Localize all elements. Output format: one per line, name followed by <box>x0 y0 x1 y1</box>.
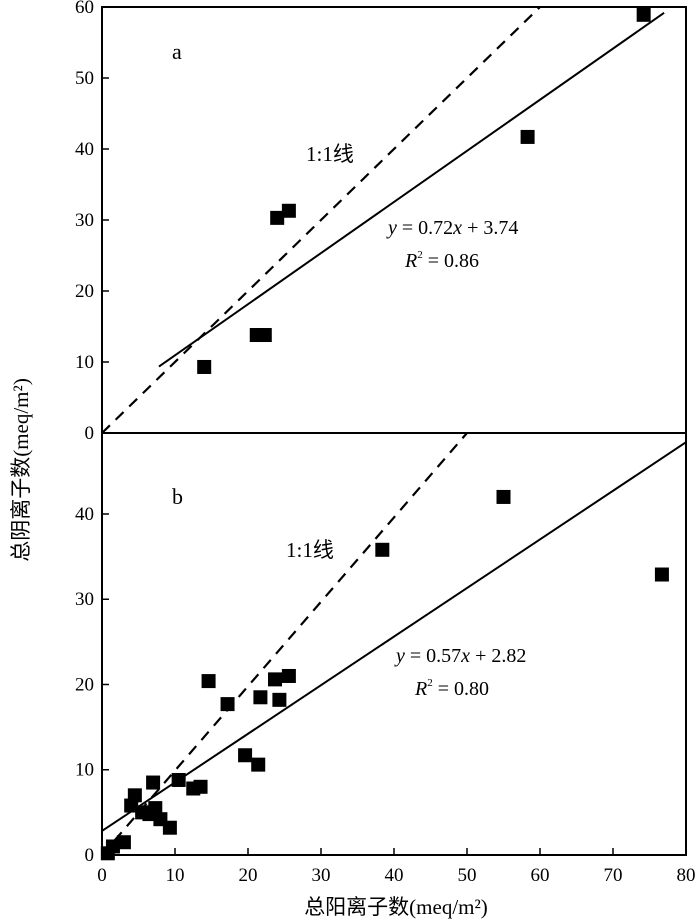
panel-a-fit-line <box>158 12 665 368</box>
data-point <box>281 203 296 218</box>
panel-b-r-squared: R2 = 0.80 <box>414 677 489 700</box>
y-tick-label: 30 <box>75 210 94 231</box>
panel-b-label: b <box>172 484 183 509</box>
panel-a-one-to-one-line <box>101 6 541 434</box>
data-point <box>146 775 161 790</box>
data-point <box>257 328 272 343</box>
panel-b-y-ticks: 0 10 20 30 40 <box>75 504 109 866</box>
x-tick-label: 30 <box>312 865 331 886</box>
x-tick-label: 80 <box>677 865 696 886</box>
data-point <box>105 839 120 854</box>
data-point <box>162 820 177 835</box>
panel-a-points <box>197 7 651 374</box>
panel-b-equation: y = 0.57x + 2.82 <box>394 645 526 667</box>
data-point <box>251 757 266 772</box>
data-point <box>197 359 212 374</box>
data-point <box>375 542 390 557</box>
x-tick-label: 60 <box>531 865 550 886</box>
y-tick-label: 10 <box>75 352 94 373</box>
panel-a-label: a <box>172 39 182 64</box>
y-tick-label: 0 <box>85 845 95 866</box>
y-tick-label: 50 <box>75 68 94 89</box>
data-point <box>127 788 142 803</box>
x-tick-label: 50 <box>458 865 477 886</box>
y-tick-label: 40 <box>75 139 94 160</box>
y-tick-label: 30 <box>75 589 94 610</box>
panel-b: 0 10 20 30 40 0 10 20 30 40 50 60 70 80 b 1:1线 y = 0… <box>75 432 696 886</box>
panel-a-y-ticks: 0 10 20 30 40 50 60 <box>75 0 109 444</box>
data-point <box>496 489 511 504</box>
data-point <box>193 779 208 794</box>
panel-b-x-ticks: 0 10 20 30 40 50 60 70 80 <box>97 848 696 886</box>
x-tick-label: 40 <box>385 865 404 886</box>
y-tick-label: 60 <box>75 0 94 18</box>
panel-b-points <box>100 489 669 861</box>
data-point <box>268 672 283 687</box>
panel-b-fit-line <box>101 441 687 832</box>
x-tick-label: 70 <box>604 865 623 886</box>
data-point <box>272 692 287 707</box>
data-point <box>520 129 535 144</box>
data-point <box>654 567 669 582</box>
y-tick-label: 20 <box>75 674 94 695</box>
data-point <box>238 748 253 763</box>
x-tick-label: 10 <box>166 865 185 886</box>
data-point <box>116 835 131 850</box>
x-tick-label: 0 <box>97 865 107 886</box>
data-point <box>636 7 651 22</box>
panel-a-one-to-one-label: 1:1线 <box>306 142 354 166</box>
x-axis-title: 总阳离子数(meq/m²) <box>304 895 488 919</box>
panel-a-r-squared: R2 = 0.86 <box>404 249 479 272</box>
y-tick-label: 40 <box>75 504 94 525</box>
data-point <box>148 801 163 816</box>
y-axis-title: 总阴离子数(meq/m²) <box>9 378 33 562</box>
data-point <box>171 772 186 787</box>
data-point <box>270 210 285 225</box>
data-point <box>253 690 268 705</box>
panel-a: 0 10 20 30 40 50 60 a 1:1线 y = 0.72x + 3.74 R2… <box>75 0 687 444</box>
panel-b-one-to-one-label: 1:1线 <box>286 538 334 562</box>
data-point <box>220 697 235 712</box>
data-point <box>281 668 296 683</box>
data-point <box>201 674 216 689</box>
panel-b-one-to-one-line <box>101 432 468 856</box>
x-tick-label: 20 <box>239 865 258 886</box>
y-tick-label: 10 <box>75 760 94 781</box>
y-tick-label: 20 <box>75 281 94 302</box>
panel-a-equation: y = 0.72x + 3.74 <box>386 217 518 239</box>
y-tick-label: 0 <box>85 423 95 444</box>
